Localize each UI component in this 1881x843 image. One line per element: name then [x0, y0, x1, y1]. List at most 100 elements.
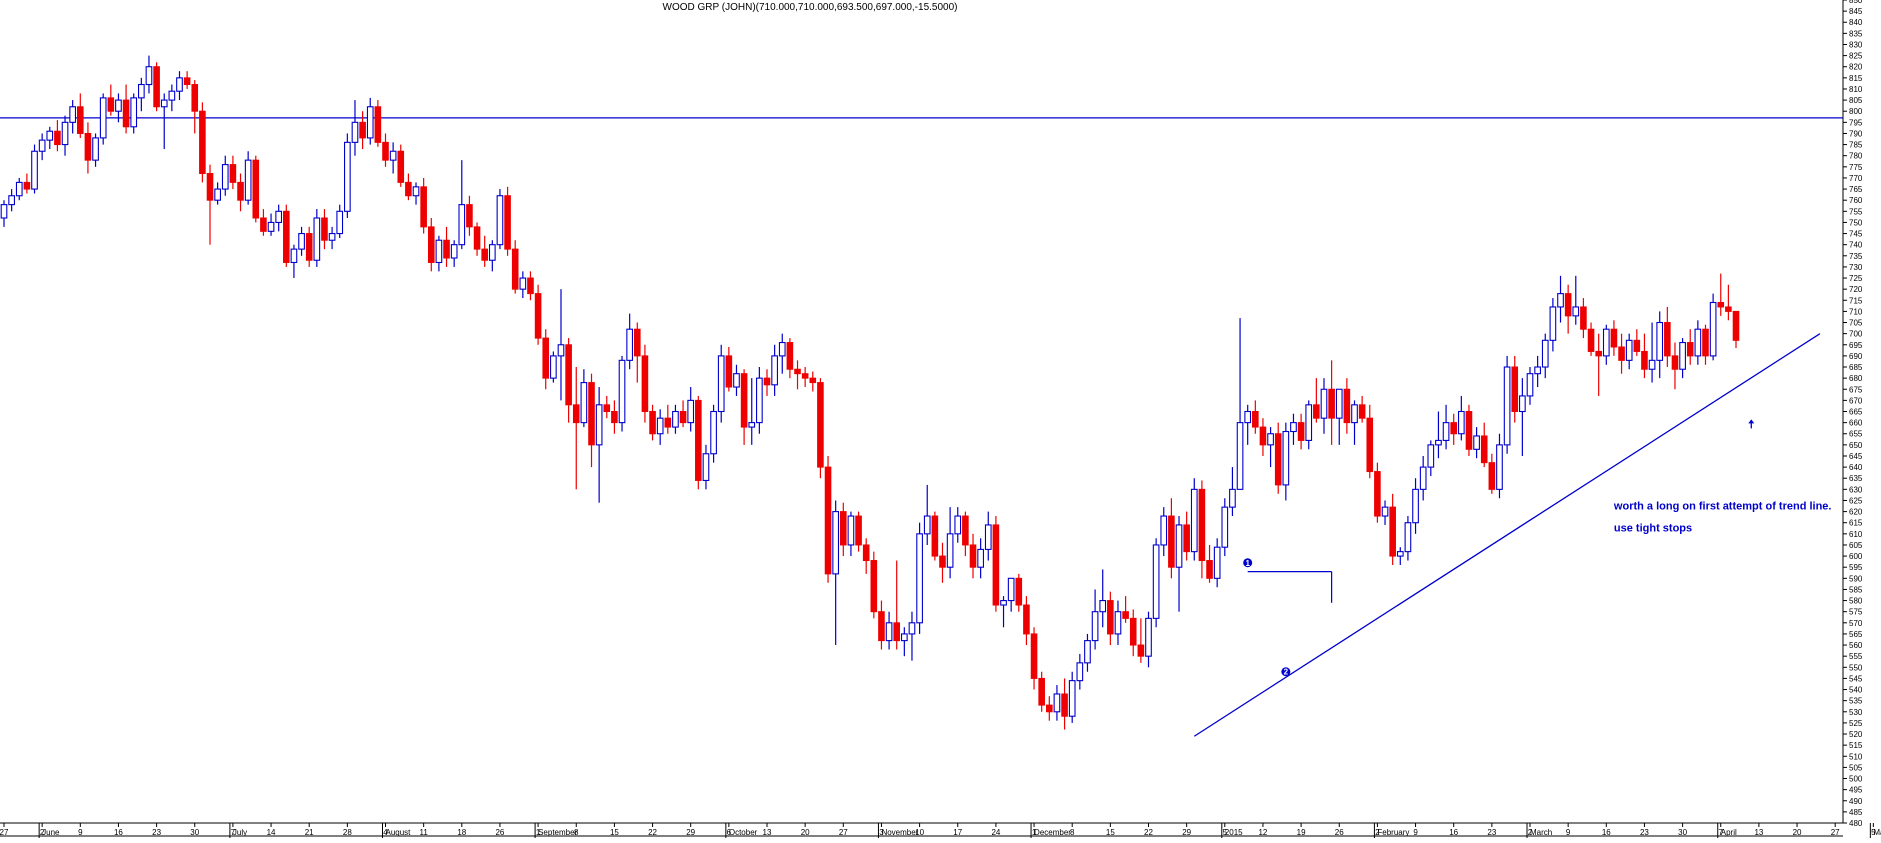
candle-body-up	[1160, 515, 1168, 546]
candle-body-up	[145, 66, 153, 86]
candle-body-down	[809, 377, 817, 384]
month-label: March	[1530, 828, 1552, 837]
candle-body-up	[1534, 366, 1541, 375]
candle-body-up	[1427, 444, 1435, 468]
candle-body-up	[244, 159, 252, 201]
candle-body-up	[435, 239, 443, 264]
candle-body-up	[1541, 339, 1549, 368]
y-tick-label: 585	[1849, 585, 1863, 594]
month-label: December	[1034, 828, 1071, 837]
candle-body-down	[969, 544, 977, 568]
y-tick-label: 675	[1849, 385, 1863, 394]
x-tick-label: 21	[305, 828, 314, 837]
y-tick-label: 850	[1849, 0, 1863, 5]
x-tick-label: 20	[1793, 828, 1802, 837]
x-tick-label: 12	[1258, 828, 1267, 837]
candle-body-up	[1694, 328, 1702, 357]
candle-body-up	[977, 548, 984, 568]
y-tick-label: 630	[1849, 485, 1863, 494]
y-tick-label: 660	[1849, 419, 1863, 428]
candle-body-down	[1374, 471, 1381, 517]
candle-body-up	[298, 233, 305, 250]
y-tick-label: 685	[1849, 363, 1863, 372]
y-tick-label: 535	[1849, 697, 1863, 706]
y-tick-label: 590	[1849, 574, 1863, 583]
candle-body-down	[1030, 633, 1038, 679]
candle-body-down	[1366, 417, 1374, 473]
candle-body-up	[778, 341, 786, 357]
candle-body-down	[939, 555, 946, 568]
chart-title: WOOD GRP (JOHN)(710.000,710.000,693.500,…	[663, 2, 958, 13]
candle-body-up	[1190, 488, 1198, 553]
candle-body-up	[275, 210, 283, 223]
y-tick-label: 670	[1849, 396, 1863, 405]
candle-body-up	[1381, 506, 1389, 517]
candle-body-down	[725, 355, 733, 388]
candle-body-up	[1457, 410, 1465, 435]
x-tick-label: 3	[879, 828, 884, 837]
y-tick-label: 635	[1849, 474, 1863, 483]
y-tick-label: 705	[1849, 319, 1863, 328]
x-tick-label: 1	[536, 828, 541, 837]
candle-body-down	[1206, 560, 1213, 579]
candle-body-up	[916, 533, 923, 624]
candle-body-up	[1572, 306, 1580, 317]
candle-body-up	[366, 106, 374, 139]
month-label: August	[386, 828, 412, 837]
x-tick-label: 23	[1487, 828, 1496, 837]
y-tick-label: 820	[1849, 63, 1863, 72]
candle-body-up	[900, 633, 908, 642]
candle-body-down	[84, 132, 92, 161]
candle-body-up	[328, 233, 336, 241]
candle-body-down	[1641, 350, 1648, 370]
candle-body-up	[8, 195, 15, 206]
candle-body-down	[23, 181, 31, 190]
x-tick-label: 26	[495, 828, 504, 837]
candle-body-up	[1396, 551, 1404, 557]
y-tick-label: 610	[1849, 530, 1863, 539]
y-tick-label: 725	[1849, 274, 1863, 283]
candle-body-down	[1122, 611, 1129, 619]
x-tick-label: 23	[152, 828, 161, 837]
y-tick-label: 575	[1849, 608, 1863, 617]
y-tick-label: 720	[1849, 285, 1863, 294]
candle-body-down	[321, 217, 328, 241]
annotation-text: worth a long on first attempt of trend l…	[1613, 500, 1832, 512]
candle-body-up	[351, 121, 359, 143]
candle-body-up	[1435, 439, 1442, 446]
candle-body-down	[1450, 422, 1458, 435]
candle-body-down	[1259, 426, 1267, 446]
x-tick-label: 9	[1413, 828, 1418, 837]
x-tick-label: 8	[574, 828, 579, 837]
candle-body-down	[466, 204, 473, 228]
candle-body-down	[527, 277, 534, 295]
candle-body-down	[1610, 328, 1618, 348]
candle-body-up	[458, 204, 466, 246]
y-tick-label: 615	[1849, 519, 1863, 528]
candle-body-down	[206, 172, 214, 201]
candle-body-down	[1313, 404, 1320, 419]
x-tick-label: 26	[1335, 828, 1344, 837]
candle-body-down	[1725, 306, 1732, 312]
candle-body-up	[580, 382, 588, 424]
candle-body-up	[1099, 600, 1107, 613]
candle-body-down	[611, 411, 618, 424]
x-tick-label: 9	[1566, 828, 1571, 837]
candle-body-down	[405, 181, 412, 197]
candle-body-up	[885, 622, 893, 642]
candle-body-up	[1526, 373, 1534, 397]
candle-body-up	[214, 188, 221, 201]
candle-body-up	[1557, 293, 1564, 308]
candle-body-up	[847, 515, 855, 546]
candle-body-down	[542, 337, 550, 379]
candle-body-down	[1183, 524, 1190, 553]
y-tick-label: 825	[1849, 52, 1863, 61]
candle-body-down	[870, 560, 878, 613]
x-tick-label: 5	[1871, 828, 1876, 837]
candle-body-down	[1252, 411, 1259, 428]
candle-body-down	[893, 622, 901, 642]
x-tick-label: 5	[1223, 828, 1228, 837]
y-tick-label: 570	[1849, 619, 1863, 628]
y-tick-label: 690	[1849, 352, 1863, 361]
